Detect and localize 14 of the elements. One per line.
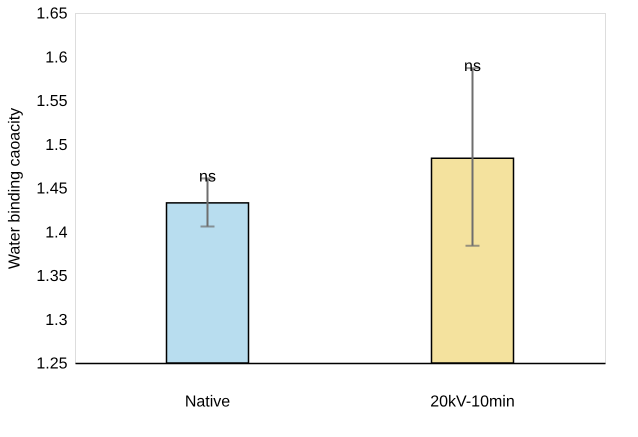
y-tick-label: 1.45 (36, 180, 68, 198)
y-tick-label: 1.3 (45, 312, 68, 329)
y-tick-label: 1.65 (36, 6, 68, 22)
x-tick-label: 20kV-10min (430, 394, 515, 410)
y-tick-label: 1.35 (36, 268, 68, 285)
y-tick-label: 1.6 (45, 49, 68, 66)
y-tick-label: 1.25 (36, 356, 68, 372)
y-axis-title: Water binding caoacity (6, 108, 24, 270)
y-tick-label: 1.5 (45, 136, 68, 154)
y-tick-label: 1.4 (45, 224, 68, 242)
annotation: ns (464, 58, 481, 76)
x-tick-label: Native (184, 394, 230, 410)
annotation: ns (199, 168, 216, 186)
y-tick-label: 1.55 (36, 93, 68, 110)
